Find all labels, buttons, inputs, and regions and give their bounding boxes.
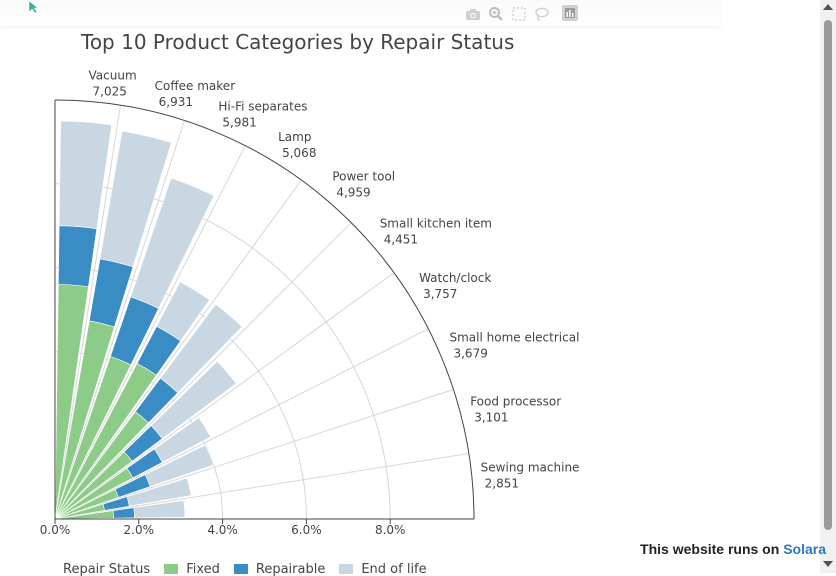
bar-end-of-life xyxy=(126,477,192,507)
angular-gridline xyxy=(54,328,429,520)
bar-chart-icon[interactable] xyxy=(562,5,578,21)
legend-swatch-end-of-life xyxy=(339,564,354,574)
bar-end-of-life xyxy=(130,177,215,309)
category-label: Watch/clock 3,757 xyxy=(419,271,491,301)
legend-item-repairable[interactable]: Repairable xyxy=(233,562,325,576)
legend-swatch-fixed xyxy=(164,564,179,574)
scroll-thumb[interactable] xyxy=(824,20,832,530)
radial-tick-label: 4.0% xyxy=(207,523,238,537)
select-box-icon[interactable] xyxy=(510,5,528,23)
bar-end-of-life xyxy=(156,281,210,342)
zoom-icon[interactable] xyxy=(487,5,505,23)
angular-gridline xyxy=(54,222,352,520)
chart-modebar xyxy=(464,5,578,23)
category-label: Small kitchen item 4,451 xyxy=(380,217,492,247)
angular-gridline xyxy=(54,389,454,520)
footer-text: This website runs on xyxy=(640,541,780,557)
scroll-up-icon[interactable] xyxy=(823,4,833,10)
category-label: Lamp 5,068 xyxy=(278,130,316,160)
category-label: Small home electrical 3,679 xyxy=(449,331,579,361)
angular-gridline xyxy=(54,120,185,520)
cursor-icon xyxy=(28,0,39,14)
legend: Repair Status Fixed Repairable End of li… xyxy=(63,562,427,576)
category-label: Vacuum 7,025 xyxy=(89,68,137,98)
angular-gridline xyxy=(54,145,246,520)
radial-tick-label: 2.0% xyxy=(124,523,155,537)
bar-end-of-life xyxy=(153,417,212,463)
camera-icon[interactable] xyxy=(464,5,482,23)
solara-link[interactable]: Solara xyxy=(783,541,826,557)
footer-note: This website runs on Solara xyxy=(640,541,826,557)
legend-title: Repair Status xyxy=(63,562,151,576)
legend-item-end-of-life[interactable]: End of life xyxy=(339,562,427,576)
bar-end-of-life xyxy=(99,130,172,268)
vertical-scrollbar[interactable] xyxy=(820,0,836,573)
category-label: Coffee maker 6,931 xyxy=(155,79,236,109)
angular-gridline xyxy=(54,179,302,520)
category-label: Power tool 4,959 xyxy=(332,169,395,199)
radial-tick-label: 0.0% xyxy=(40,523,71,537)
scroll-down-icon[interactable] xyxy=(823,561,833,567)
lasso-icon[interactable] xyxy=(533,5,551,23)
angular-gridline xyxy=(54,105,122,520)
category-label: Hi-Fi separates 5,981 xyxy=(218,100,307,130)
category-label: Food processor 3,101 xyxy=(470,394,561,424)
radial-tick-label: 8.0% xyxy=(375,523,406,537)
bar-end-of-life xyxy=(58,120,113,230)
angular-gridline xyxy=(54,452,469,520)
bar-end-of-life xyxy=(150,360,237,440)
toolbar-strip xyxy=(0,0,720,26)
legend-item-fixed[interactable]: Fixed xyxy=(164,562,220,576)
bar-end-of-life xyxy=(160,303,243,394)
polar-bar-chart: 0.0% 2.0% 4.0% 6.0% 8.0% Vacuum 7,025 Coffee ma… xyxy=(40,68,580,537)
outer-arc xyxy=(54,99,475,520)
chart-title: Top 10 Product Categories by Repair Stat… xyxy=(81,30,515,54)
radial-tick-label: 6.0% xyxy=(291,523,322,537)
bar-end-of-life xyxy=(144,444,215,487)
category-label: Sewing machine 2,851 xyxy=(481,460,580,490)
bar-repairable xyxy=(58,225,98,288)
legend-swatch-repairable xyxy=(233,564,248,574)
bar-end-of-life xyxy=(133,500,186,519)
angular-gridline xyxy=(54,272,395,520)
